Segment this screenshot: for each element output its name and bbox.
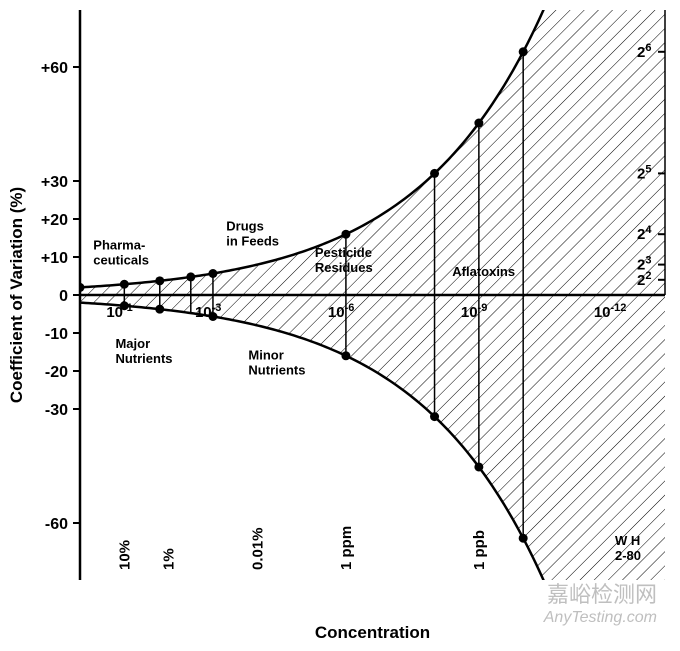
y-tick-label: +60 <box>41 60 68 77</box>
annotation: Aflatoxins <box>452 264 515 279</box>
x-tick-named: 1 ppm <box>338 526 355 570</box>
data-point-lower <box>474 462 483 471</box>
x-tick-named: 1% <box>161 548 178 570</box>
data-point-upper <box>474 119 483 128</box>
x-tick-named: 1 ppb <box>471 530 488 570</box>
x-axis-label: Concentration <box>315 623 430 642</box>
data-point-lower <box>155 305 164 314</box>
y-axis-label: Coefficient of Variation (%) <box>7 187 26 403</box>
data-point-upper <box>155 276 164 285</box>
horwitz-trumpet-chart: +60+30+20+100-10-20-30-60262524232210-11… <box>0 0 680 651</box>
data-point-upper <box>120 280 129 289</box>
y-tick-label: -10 <box>45 326 68 343</box>
y-tick-label: -30 <box>45 402 68 419</box>
y-tick-label: -60 <box>45 516 68 533</box>
watermark-chinese: 嘉峪检测网 <box>547 582 657 607</box>
y-tick-label: -20 <box>45 364 68 381</box>
data-point-upper <box>341 230 350 239</box>
watermark-latin: AnyTesting.com <box>543 609 657 626</box>
data-point-upper <box>186 272 195 281</box>
x-tick-named: 10% <box>116 540 133 570</box>
y-tick-label: +30 <box>41 174 68 191</box>
data-point-upper <box>430 169 439 178</box>
annotation: Pharma-ceuticals <box>93 237 149 267</box>
y-tick-label: +20 <box>41 212 68 229</box>
annotation: PesticideResidues <box>315 245 373 275</box>
data-point-lower <box>519 534 528 543</box>
y-tick-label: +10 <box>41 250 68 267</box>
y-tick-label: 0 <box>59 288 68 305</box>
data-point-lower <box>341 351 350 360</box>
data-point-lower <box>430 412 439 421</box>
signature: W H2-80 <box>615 533 641 563</box>
data-point-upper <box>208 269 217 278</box>
x-tick-named: 0.01% <box>249 527 266 570</box>
data-point-upper <box>519 47 528 56</box>
